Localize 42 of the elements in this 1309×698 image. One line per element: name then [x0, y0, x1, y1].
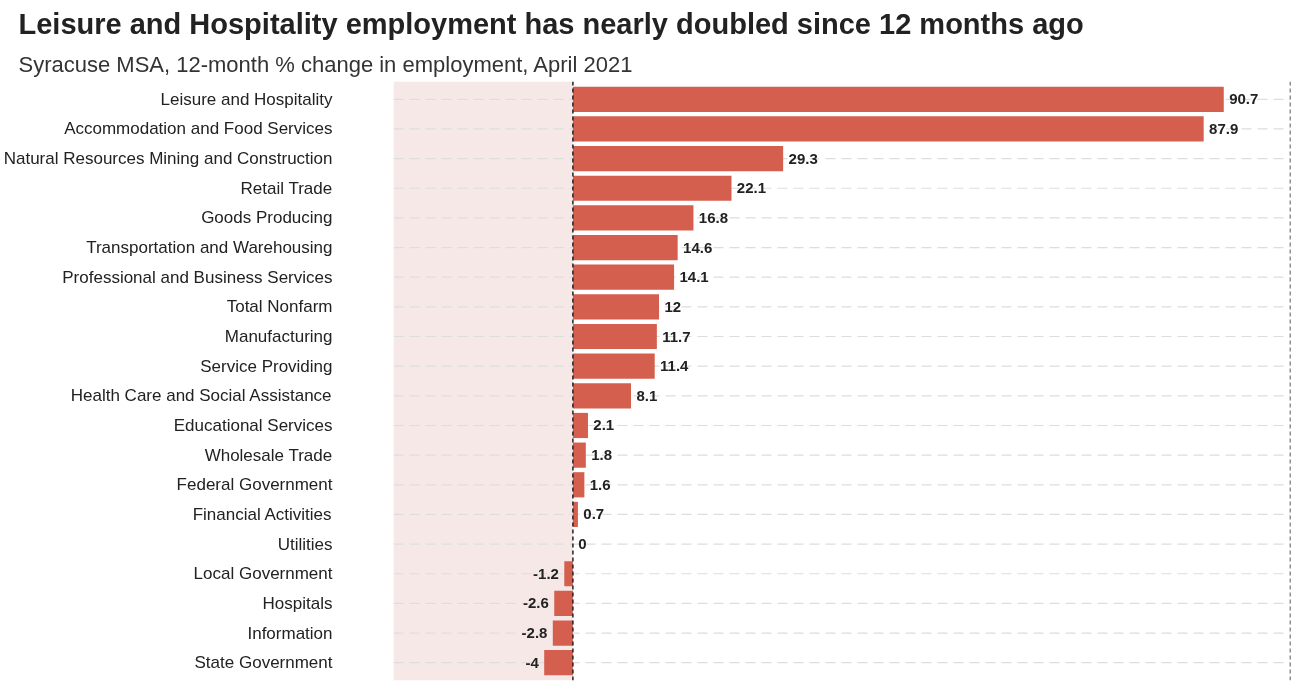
data-label: 22.1 [736, 179, 767, 197]
y-tick-label: Accommodation and Food Services [64, 119, 333, 139]
y-tick-label: Hospitals [262, 593, 333, 613]
data-label: 14.6 [683, 238, 713, 256]
data-label: 0 [578, 535, 587, 553]
y-tick-label: Federal Government [176, 475, 333, 495]
y-tick-label: Transportation and Warehousing [86, 238, 333, 258]
data-label: 2.1 [593, 416, 615, 434]
y-tick-label: State Government [194, 653, 333, 673]
data-label: 14.1 [679, 268, 709, 286]
data-label: -2.6 [523, 594, 549, 612]
data-label: 11.7 [662, 327, 691, 345]
y-tick-label: Professional and Business Services [62, 267, 333, 287]
y-tick-label: Goods Producing [201, 208, 333, 228]
data-label: 1.8 [591, 446, 613, 464]
y-tick-label: Wholesale Trade [204, 445, 333, 465]
y-tick-label: Utilities [277, 534, 333, 554]
y-tick-label: Total Nonfarm [226, 297, 333, 317]
data-label: 1.6 [589, 475, 611, 493]
data-label: -1.2 [533, 564, 559, 582]
data-label: 0.7 [583, 505, 605, 523]
data-label: -4 [525, 653, 540, 671]
y-tick-label: Retail Trade [240, 178, 333, 198]
y-tick-label: Educational Services [173, 415, 333, 435]
data-label: 11.4 [660, 357, 690, 375]
y-tick-label: Local Government [193, 564, 333, 584]
y-tick-label: Health Care and Social Assistance [70, 386, 332, 406]
data-label: 8.1 [636, 386, 658, 404]
data-label: 29.3 [788, 149, 818, 167]
chart-subtitle: Syracuse MSA, 12-month % change in employment, April 2021 [18, 51, 633, 77]
y-tick-label: Natural Resources Mining and Construction [3, 149, 333, 169]
y-tick-label: Information [247, 623, 333, 643]
y-tick-label: Leisure and Hospitality [160, 89, 333, 109]
data-label: 87.9 [1209, 119, 1239, 137]
y-tick-label: Financial Activities [192, 504, 332, 524]
y-tick-label: Service Providing [200, 356, 333, 376]
data-label: 16.8 [698, 208, 729, 226]
chart-title: Leisure and Hospitality employment has nearly doubled since 12 months ago [18, 7, 1084, 40]
y-tick-label: Manufacturing [224, 327, 333, 347]
data-label: 90.7 [1229, 90, 1259, 108]
data-label: -2.8 [521, 624, 548, 642]
data-label: 12 [664, 297, 682, 315]
